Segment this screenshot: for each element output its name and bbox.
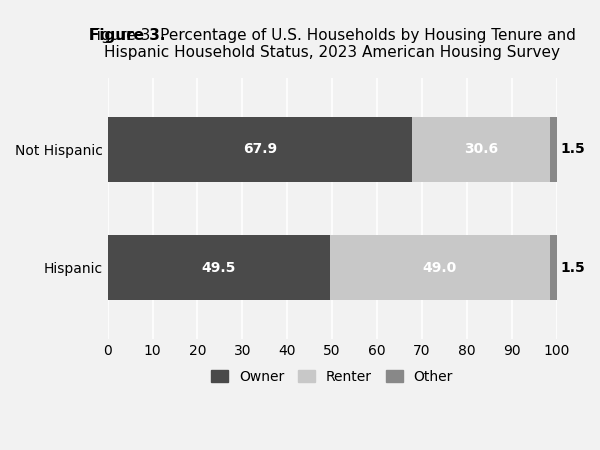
Text: 1.5: 1.5: [560, 261, 585, 274]
Legend: Owner, Renter, Other: Owner, Renter, Other: [206, 364, 458, 389]
Bar: [550, 117, 557, 182]
Text: 49.0: 49.0: [423, 261, 457, 274]
Bar: [108, 235, 330, 300]
Bar: [550, 235, 557, 300]
Text: Hispanic Household Status, 2023 American Housing Survey: Hispanic Household Status, 2023 American…: [104, 45, 560, 60]
Text: Figure 3. Percentage of U.S. Households by Housing Tenure and: Figure 3. Percentage of U.S. Households …: [89, 28, 575, 43]
Text: 49.5: 49.5: [202, 261, 236, 274]
Text: Figure 3.: Figure 3.: [89, 28, 165, 43]
Bar: [108, 117, 412, 182]
Text: 30.6: 30.6: [464, 142, 498, 156]
Bar: [412, 117, 550, 182]
Text: 67.9: 67.9: [243, 142, 277, 156]
Text: 1.5: 1.5: [560, 142, 585, 156]
Bar: [330, 235, 550, 300]
